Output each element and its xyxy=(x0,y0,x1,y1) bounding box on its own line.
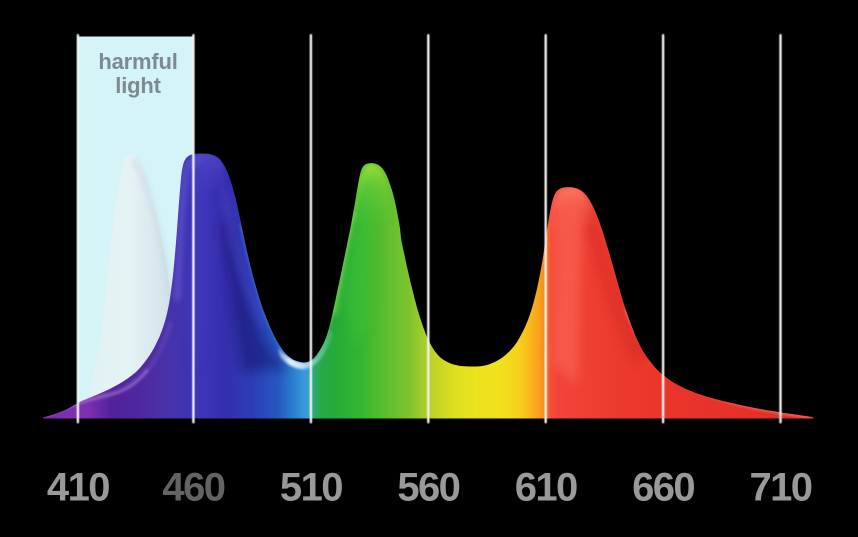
svg-text:660: 660 xyxy=(632,466,694,510)
svg-text:560: 560 xyxy=(397,466,459,510)
svg-text:harmful: harmful xyxy=(98,49,177,74)
svg-text:710: 710 xyxy=(750,466,812,510)
svg-text:460: 460 xyxy=(162,466,224,510)
svg-text:410: 410 xyxy=(47,466,109,510)
svg-text:light: light xyxy=(115,73,161,98)
svg-text:510: 510 xyxy=(280,466,342,510)
svg-text:610: 610 xyxy=(515,466,577,510)
